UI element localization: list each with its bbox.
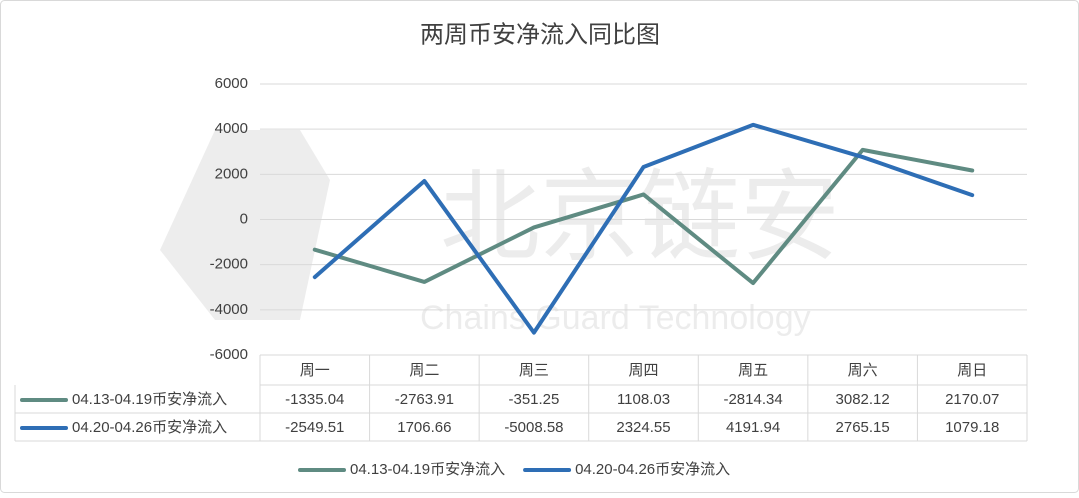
x-tick-label: 周日 [957,362,987,379]
watermark-text: 北京链安 [440,161,840,273]
table-value: 1108.03 [617,391,670,408]
table-value: -351.25 [508,391,559,408]
table-value: -2763.91 [395,391,454,408]
y-tick-label: 6000 [215,75,248,92]
table-series-name: 04.20-04.26币安净流入 [72,419,227,436]
line [312,147,975,286]
table-value: 3082.12 [836,391,890,408]
x-tick-label: 周三 [519,362,549,379]
watermark-logo [160,130,330,320]
y-tick-label: 2000 [215,165,248,182]
watermark: 北京链安 Chains Guard Technology [160,130,840,337]
y-tick-label: -6000 [210,346,248,363]
x-tick-label: 周四 [628,362,658,379]
table-value: 2765.15 [836,419,890,436]
y-tick-label: 4000 [215,120,248,137]
x-tick-label: 周一 [300,362,330,379]
y-tick-label: -4000 [210,301,248,318]
table-value: -5008.58 [504,419,563,436]
table-value: -2549.51 [285,419,344,436]
watermark-subtext: Chains Guard Technology [420,299,811,337]
chart-title: 两周币安净流入同比图 [420,21,660,49]
table-value: 1079.18 [945,419,999,436]
x-tick-label: 周六 [848,362,878,379]
x-tick-label: 周二 [409,362,439,379]
table-value: -2814.34 [723,391,782,408]
table-value: 4191.94 [726,419,780,436]
legend-label: 04.20-04.26币安净流入 [575,461,730,478]
legend-label: 04.13-04.19币安净流入 [350,461,505,478]
table-value: 2324.55 [616,419,670,436]
y-tick-label: 0 [240,210,248,227]
table-value: 1706.66 [397,419,451,436]
table-value: -1335.04 [285,391,344,408]
table-value: 2170.07 [945,391,999,408]
line [312,122,975,335]
table-series-name: 04.13-04.19币安净流入 [72,391,227,408]
y-tick-label: -2000 [210,256,248,273]
x-tick-label: 周五 [738,362,768,379]
